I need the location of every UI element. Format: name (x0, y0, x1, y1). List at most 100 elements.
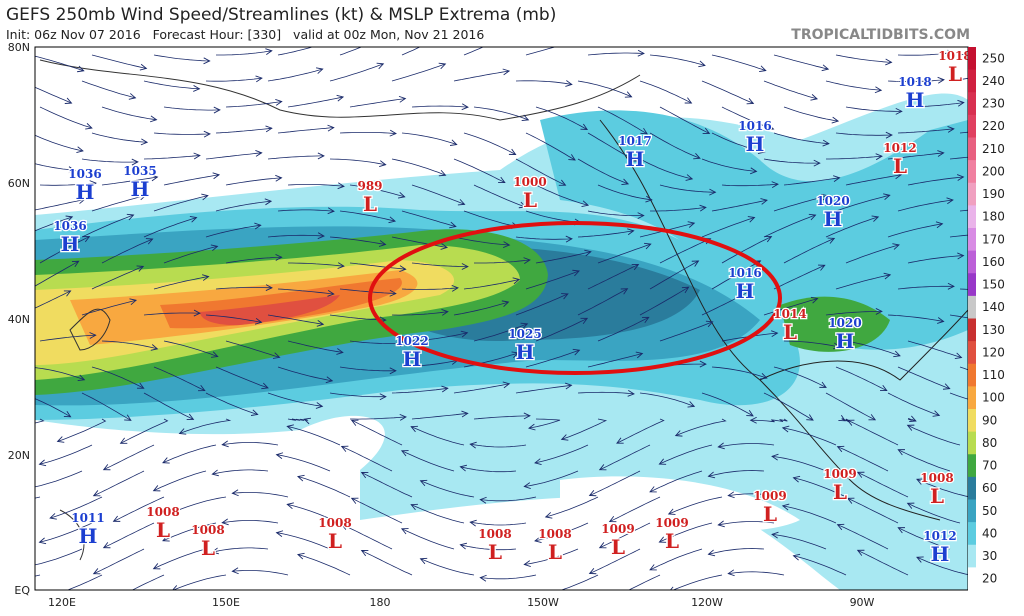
stream-arrow (572, 269, 580, 277)
stream-arrow (838, 414, 846, 422)
streamline (215, 366, 269, 389)
colorbar-label: 210 (982, 142, 1005, 156)
stream-arrow (71, 260, 80, 268)
stream-arrow (461, 410, 469, 418)
streamline (232, 570, 289, 576)
stream-arrow (771, 531, 779, 539)
streamline (701, 158, 757, 172)
stream-arrow (561, 293, 569, 300)
stream-arrow (255, 150, 263, 157)
streamline (473, 415, 530, 420)
streamline (35, 86, 72, 104)
stream-arrow (598, 542, 607, 549)
stream-arrow (469, 441, 477, 449)
streamline (339, 210, 396, 222)
stream-arrow (296, 474, 305, 482)
pressure-value: 989 (357, 179, 382, 193)
stream-arrow (717, 520, 725, 528)
stream-arrow (806, 414, 814, 421)
streamline (897, 285, 954, 290)
stream-arrow (747, 216, 756, 223)
stream-arrow (250, 409, 259, 416)
stream-arrow (89, 332, 97, 339)
stream-arrow (38, 459, 47, 467)
stream-arrow (389, 129, 397, 137)
stream-arrow (461, 103, 469, 111)
colorbar-label: 130 (982, 323, 1005, 337)
stream-arrow (781, 425, 790, 433)
streamline (361, 550, 413, 576)
streamline (267, 314, 324, 325)
stream-arrow (152, 485, 161, 492)
stream-arrow (588, 568, 597, 575)
stream-arrow (875, 153, 883, 161)
stream-arrow (275, 174, 283, 182)
stream-arrow (880, 384, 888, 392)
stream-arrow (875, 308, 883, 315)
streamline (411, 184, 465, 205)
streamline (143, 80, 200, 90)
streamline (597, 243, 651, 264)
streamline (35, 199, 85, 211)
streamline (826, 155, 882, 160)
streamline (35, 55, 84, 72)
streamline (835, 54, 892, 63)
stream-arrow (150, 344, 159, 351)
stream-arrow (705, 320, 714, 328)
stream-arrow (957, 252, 965, 260)
stream-arrow (642, 316, 650, 324)
streamline (162, 522, 217, 542)
pressure-value: 1035 (123, 164, 156, 178)
stream-arrow (440, 243, 449, 250)
stream-arrow (64, 97, 73, 104)
streamline (276, 532, 331, 550)
streamline (341, 446, 393, 472)
stream-arrow (667, 508, 676, 515)
colorbar-cell (968, 228, 976, 252)
streamline (470, 443, 527, 448)
streamline (773, 132, 829, 145)
streamline (773, 54, 829, 70)
stream-arrow (674, 430, 683, 437)
stream-arrow (211, 469, 219, 477)
stream-arrow (502, 241, 511, 249)
streamline (659, 184, 716, 193)
pressure-center-type: L (611, 535, 625, 559)
colorbar-cell (968, 454, 976, 478)
stream-arrow (459, 464, 468, 472)
colorbar-label: 40 (982, 526, 997, 540)
streamline (763, 80, 818, 100)
stream-arrow (645, 195, 653, 203)
stream-arrow (629, 155, 638, 162)
streamline (120, 418, 169, 444)
stream-arrow (810, 296, 819, 304)
streamline (215, 287, 273, 290)
streamline (287, 426, 341, 446)
pressure-value: 1009 (823, 467, 856, 481)
stream-arrow (63, 410, 72, 418)
colorbar-cell (968, 386, 976, 410)
streamline (763, 298, 818, 316)
streamline (783, 106, 839, 122)
pressure-value: 1008 (920, 471, 953, 485)
pressure-center-type: L (156, 518, 170, 542)
streamline (577, 288, 628, 316)
streamline (35, 163, 75, 171)
stream-arrow (620, 288, 629, 295)
colorbar-label: 90 (982, 413, 997, 427)
stream-arrow (119, 437, 128, 444)
stream-arrow (92, 568, 101, 575)
streamline (887, 392, 940, 416)
stream-arrow (198, 385, 206, 392)
stream-arrow (627, 228, 635, 236)
lat-labels: 80N 60N 40N 20N EQ (8, 41, 31, 597)
stream-arrow (766, 123, 775, 131)
colorbar-label: 70 (982, 459, 997, 473)
streamline (561, 418, 608, 440)
streamline (453, 236, 510, 246)
stream-arrow (316, 320, 325, 327)
streamline (93, 470, 145, 497)
stream-arrow (275, 530, 284, 538)
streamline (597, 184, 652, 201)
stream-arrow (792, 475, 801, 483)
